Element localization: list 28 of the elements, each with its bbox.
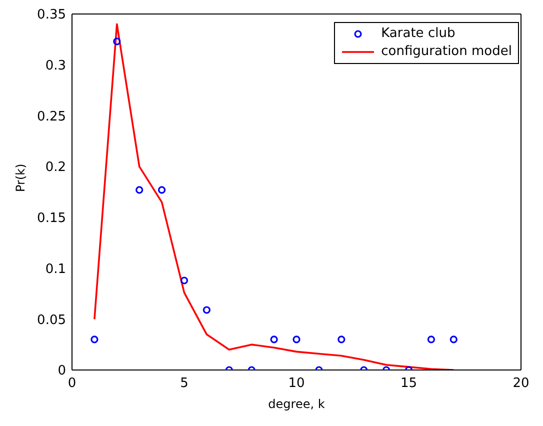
y-tick-label: 0.15 xyxy=(37,211,66,226)
point xyxy=(90,336,98,344)
point xyxy=(113,38,121,46)
y-axis-title: Pr(k) xyxy=(13,164,28,192)
y-tick-label: 0.1 xyxy=(45,262,66,277)
x-axis-title: degree, k xyxy=(268,397,325,411)
x-tick-label: 10 xyxy=(288,376,305,392)
point xyxy=(292,336,300,344)
point xyxy=(136,186,144,194)
point xyxy=(180,276,188,284)
legend-label: Karate club xyxy=(381,25,456,43)
x-tick-label: 15 xyxy=(400,376,418,392)
x-tick-label: 5 xyxy=(180,376,188,392)
x-tick-label: 20 xyxy=(512,376,530,392)
legend-label: configuration model xyxy=(381,43,512,61)
y-tick-label: 0.35 xyxy=(37,8,66,23)
point xyxy=(450,336,458,344)
y-tick-label: 0.05 xyxy=(37,312,66,328)
y-tick-label: 0.2 xyxy=(45,160,66,176)
y-tick-label: 0 xyxy=(58,364,66,379)
point xyxy=(158,186,166,194)
point xyxy=(338,336,346,344)
point xyxy=(270,336,278,344)
y-tick-label: 0.3 xyxy=(45,58,66,74)
point xyxy=(427,336,435,344)
y-tick-label: 0.25 xyxy=(37,109,66,124)
x-tick-label: 0 xyxy=(68,376,76,392)
point xyxy=(202,306,210,314)
